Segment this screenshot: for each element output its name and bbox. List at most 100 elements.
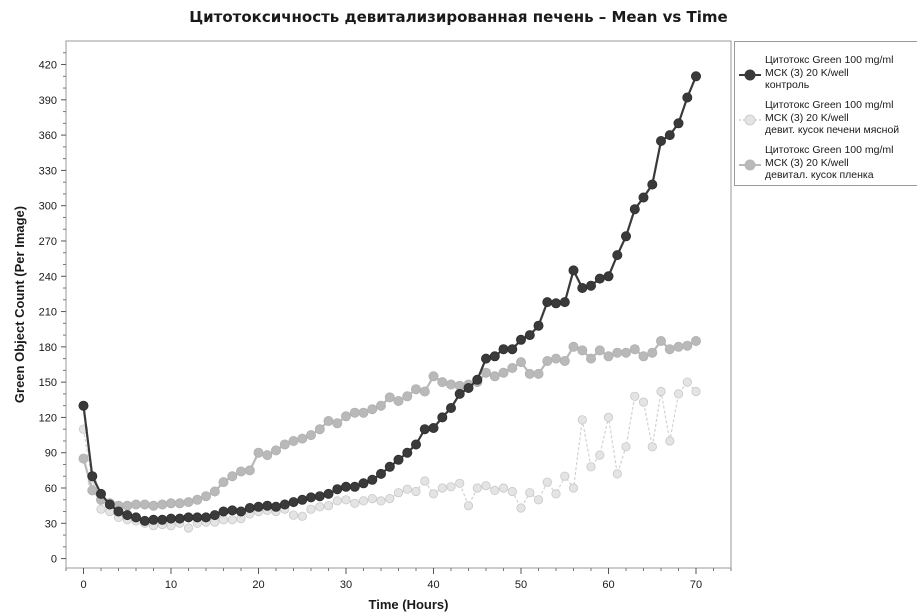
data-point[interactable]: [472, 483, 482, 493]
data-point[interactable]: [350, 498, 360, 508]
data-point[interactable]: [647, 442, 657, 452]
data-point[interactable]: [218, 506, 229, 517]
data-point[interactable]: [341, 495, 351, 505]
data-point[interactable]: [498, 344, 509, 355]
data-point[interactable]: [367, 493, 377, 504]
data-point[interactable]: [490, 485, 500, 495]
data-point[interactable]: [96, 488, 107, 499]
data-point[interactable]: [253, 447, 264, 458]
data-point[interactable]: [157, 514, 168, 525]
data-point[interactable]: [420, 476, 430, 486]
data-point[interactable]: [174, 498, 185, 509]
data-point[interactable]: [165, 513, 176, 524]
data-point[interactable]: [682, 340, 693, 351]
data-point[interactable]: [525, 488, 535, 498]
data-point[interactable]: [375, 400, 386, 411]
data-point[interactable]: [656, 386, 666, 397]
data-point[interactable]: [130, 499, 141, 510]
data-point[interactable]: [288, 435, 299, 446]
data-point[interactable]: [244, 465, 255, 476]
data-point[interactable]: [122, 500, 133, 511]
data-point[interactable]: [113, 506, 124, 517]
data-point[interactable]: [454, 388, 465, 399]
data-point[interactable]: [367, 474, 378, 485]
data-point[interactable]: [358, 478, 369, 489]
data-point[interactable]: [323, 501, 334, 511]
data-point[interactable]: [524, 330, 535, 341]
data-point[interactable]: [480, 367, 491, 378]
data-point[interactable]: [227, 471, 238, 482]
data-point[interactable]: [376, 496, 386, 506]
data-point[interactable]: [358, 496, 369, 506]
data-point[interactable]: [516, 503, 526, 513]
data-point[interactable]: [551, 489, 561, 499]
data-point[interactable]: [174, 513, 185, 524]
data-point[interactable]: [402, 484, 412, 494]
data-point[interactable]: [629, 204, 640, 215]
data-point[interactable]: [306, 504, 316, 514]
data-point[interactable]: [472, 374, 483, 385]
data-point[interactable]: [428, 489, 439, 499]
data-point[interactable]: [480, 353, 491, 364]
data-point[interactable]: [332, 484, 343, 495]
data-point[interactable]: [498, 367, 509, 378]
data-point[interactable]: [638, 397, 649, 407]
legend-entry-film[interactable]: Цитотокс Green 100 mg/ml МСК (3) 20 K/we…: [735, 144, 917, 185]
data-point[interactable]: [673, 389, 684, 399]
data-point[interactable]: [262, 500, 273, 511]
data-point[interactable]: [682, 92, 693, 103]
data-point[interactable]: [227, 505, 238, 516]
data-point[interactable]: [489, 351, 500, 362]
data-point[interactable]: [297, 433, 308, 444]
data-point[interactable]: [428, 371, 439, 382]
data-point[interactable]: [410, 439, 421, 450]
data-point[interactable]: [411, 486, 421, 497]
data-point[interactable]: [507, 486, 517, 497]
data-point[interactable]: [559, 355, 570, 366]
data-point[interactable]: [560, 471, 570, 481]
data-point[interactable]: [533, 368, 544, 379]
data-point[interactable]: [305, 492, 316, 503]
data-point[interactable]: [603, 412, 614, 422]
data-point[interactable]: [139, 499, 150, 510]
data-point[interactable]: [498, 483, 509, 493]
data-point[interactable]: [122, 510, 133, 521]
data-point[interactable]: [673, 118, 684, 129]
data-point[interactable]: [393, 454, 404, 465]
data-point[interactable]: [87, 471, 98, 482]
data-point[interactable]: [384, 461, 395, 472]
data-point[interactable]: [586, 353, 597, 364]
data-point[interactable]: [332, 496, 342, 506]
data-point[interactable]: [524, 368, 535, 379]
data-point[interactable]: [314, 424, 325, 435]
data-point[interactable]: [393, 488, 404, 498]
data-point[interactable]: [638, 192, 649, 203]
data-point[interactable]: [445, 402, 456, 413]
data-point[interactable]: [139, 515, 150, 526]
data-point[interactable]: [446, 482, 456, 492]
data-point[interactable]: [165, 498, 176, 509]
data-point[interactable]: [78, 453, 89, 464]
data-point[interactable]: [148, 514, 159, 525]
data-point[interactable]: [314, 491, 325, 502]
data-point[interactable]: [104, 499, 115, 510]
data-point[interactable]: [577, 345, 588, 356]
data-point[interactable]: [656, 335, 667, 346]
data-point[interactable]: [315, 502, 325, 512]
data-point[interactable]: [297, 511, 307, 521]
data-point[interactable]: [402, 391, 413, 402]
data-point[interactable]: [691, 386, 701, 397]
data-point[interactable]: [682, 377, 692, 387]
data-point[interactable]: [340, 411, 351, 422]
data-point[interactable]: [235, 466, 246, 477]
data-point[interactable]: [577, 282, 588, 293]
data-point[interactable]: [445, 379, 456, 390]
data-point[interactable]: [559, 297, 570, 308]
data-point[interactable]: [463, 501, 474, 511]
data-point[interactable]: [340, 481, 351, 492]
data-point[interactable]: [332, 418, 343, 429]
data-point[interactable]: [78, 400, 89, 411]
data-point[interactable]: [542, 477, 552, 487]
data-point[interactable]: [691, 71, 702, 82]
data-point[interactable]: [665, 436, 675, 446]
